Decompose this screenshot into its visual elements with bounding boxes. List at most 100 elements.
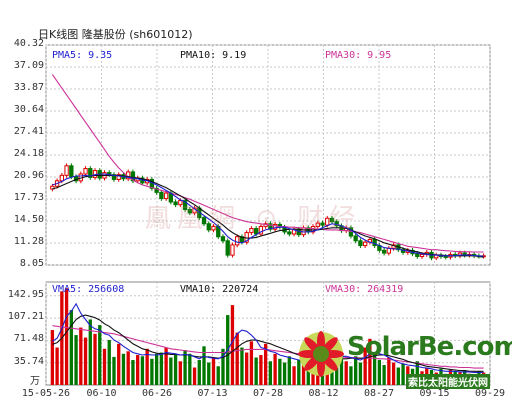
x-tick: 07-28 [252, 388, 284, 399]
price-y-tick: 17.73 [13, 192, 44, 203]
candle-body [381, 249, 387, 254]
candle-body [272, 223, 278, 230]
volume-bar [121, 353, 126, 385]
candle-body [173, 201, 178, 206]
volume-bar [387, 357, 391, 385]
x-tick: 09-15 [419, 388, 450, 399]
price-y-tick: 40.32 [13, 38, 44, 49]
x-tick: 08-12 [308, 388, 339, 399]
price-ma5-legend: PMA5: 9.35 [52, 50, 113, 61]
volume-bar [301, 363, 306, 385]
candle-body [111, 174, 117, 180]
volume-bar [344, 361, 348, 385]
price-y-tick: 20.96 [13, 170, 44, 181]
x-tick: 08-27 [363, 388, 395, 399]
volume-bar [112, 356, 116, 385]
volume-bar [230, 305, 235, 385]
candle-body [50, 185, 55, 190]
candle-body [187, 208, 192, 214]
x-tick: 09-29 [474, 388, 506, 399]
candle-body [182, 200, 188, 210]
price-ma30-line [51, 74, 484, 253]
volume-ma10-legend: VMA10: 220724 [180, 284, 259, 295]
volume-y-tick: 142.95 [7, 288, 44, 300]
price-y-tick: 33.87 [13, 82, 44, 93]
candle-body [230, 244, 235, 256]
volume-bar [107, 340, 111, 385]
watermark: 鳳凰網 ⊙ 财经 [145, 204, 362, 234]
price-y-tick: 8.05 [19, 258, 44, 269]
candle-body [249, 228, 254, 234]
volume-bar [207, 362, 211, 385]
volume-bar [235, 332, 239, 385]
candle-body [358, 240, 363, 247]
candle-body [419, 253, 425, 257]
candle-body [206, 223, 211, 231]
volume-bar [83, 337, 88, 385]
volume-bar [240, 347, 244, 385]
volume-bar [335, 357, 339, 385]
candle-body [372, 238, 377, 247]
volume-bar [349, 366, 353, 385]
volume-bar [377, 360, 382, 385]
volume-bar [192, 367, 197, 385]
volume-y-tick: 35.74 [13, 355, 44, 367]
candle-body [130, 171, 136, 182]
candle-body [415, 253, 420, 257]
volume-ma5-line [52, 302, 484, 374]
candle-body [64, 165, 69, 176]
volume-bar [136, 355, 140, 385]
volume-bar [358, 362, 363, 385]
logo-subtitle: 索比太阳能光伏网 [406, 374, 490, 389]
volume-bar [292, 366, 296, 385]
volume-bar [216, 366, 220, 385]
volume-ma5-legend: VMA5: 256608 [52, 284, 125, 295]
volume-bar [169, 357, 173, 385]
volume-bar [164, 347, 168, 385]
volume-bar [154, 353, 159, 385]
logo-text: SolarBe.com [347, 332, 512, 362]
volume-bar [282, 362, 287, 385]
volume-bar [245, 352, 249, 385]
price-ma10-legend: PMA10: 9.19 [180, 50, 247, 61]
candle-body [220, 236, 226, 242]
volume-bar [278, 358, 282, 385]
x-tick: 06-10 [86, 388, 117, 399]
volume-bar [173, 355, 178, 385]
price-ma10-line [52, 174, 484, 258]
chart-title: 日K线图 隆基股份 (sh601012) [38, 28, 193, 41]
sunflower-icon [298, 331, 344, 377]
volume-bar [50, 330, 55, 385]
volume-bar [372, 355, 377, 385]
volume-bar [159, 352, 164, 385]
volume-bar [259, 355, 263, 385]
price-y-tick: 37.09 [13, 60, 44, 71]
volume-bar [145, 348, 149, 385]
candle-body [211, 225, 216, 231]
candle-body [362, 241, 368, 247]
volume-bar [74, 335, 78, 385]
volume-bar [55, 347, 59, 385]
volume-bar [391, 362, 396, 385]
candle-body [178, 200, 183, 206]
volume-bar [140, 356, 145, 385]
volume-bar [382, 365, 386, 385]
volume-bar [131, 360, 135, 385]
volume-ma10-line [52, 314, 484, 372]
volume-bar [98, 325, 102, 385]
candle-body [320, 222, 325, 226]
volume-bar [297, 360, 301, 385]
candle-body [443, 255, 448, 258]
volume-bar [363, 347, 367, 385]
volume-bar [79, 327, 83, 385]
price-y-tick: 14.50 [13, 214, 44, 225]
volume-bar [64, 288, 69, 385]
candle-body [239, 236, 245, 243]
volume-bar [197, 360, 201, 385]
volume-bar [415, 361, 419, 385]
price-ma30-legend: PMA30: 9.95 [325, 50, 392, 61]
volume-bar [117, 343, 121, 385]
volume-unit-label: 万 [30, 376, 40, 387]
